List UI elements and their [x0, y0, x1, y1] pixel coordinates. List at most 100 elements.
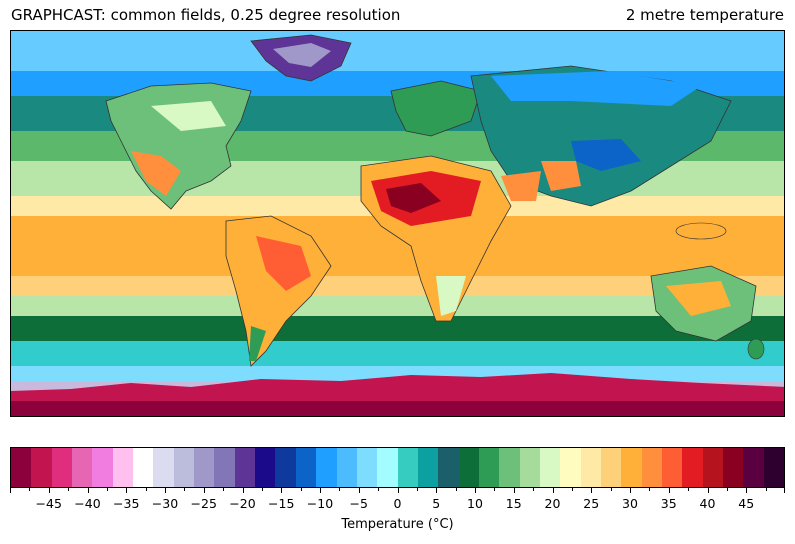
- colorbar-tick: [494, 488, 496, 491]
- new-zealand: [747, 338, 765, 360]
- colorbar-tick: [29, 488, 31, 491]
- colorbar-tick: [126, 488, 128, 493]
- colorbar-cell: [92, 448, 113, 487]
- colorbar-tick: [416, 488, 418, 491]
- antarctica-interior: [11, 401, 784, 416]
- colorbar-cell: [194, 448, 215, 487]
- colorbar-tick-label: −30: [151, 496, 179, 511]
- australia-interior: [666, 281, 731, 316]
- band-arctic-ocean: [11, 31, 784, 71]
- colorbar-tick: [688, 488, 690, 491]
- colorbar-cell: [641, 448, 662, 487]
- colorbar-cell: [519, 448, 540, 487]
- colorbar-tick: [475, 488, 476, 493]
- colorbar-cell: [234, 448, 256, 487]
- colorbar: [10, 447, 785, 488]
- colorbar-cell: [600, 448, 622, 487]
- colorbar-tick-label: −25: [190, 496, 217, 511]
- colorbar-cell: [723, 448, 744, 487]
- colorbar-cell: [377, 448, 398, 487]
- colorbar-tick: [746, 488, 748, 493]
- colorbar-cell: [682, 448, 703, 487]
- colorbar-tick: [203, 488, 205, 493]
- colorbar-tick: [765, 488, 767, 491]
- colorbar-cell: [133, 448, 154, 487]
- colorbar-cell: [397, 448, 418, 487]
- colorbar-tick-label: 10: [467, 496, 483, 511]
- temperature-map: [10, 30, 785, 417]
- colorbar-tick-label: 45: [738, 496, 755, 511]
- colorbar-cell: [662, 448, 683, 487]
- colorbar-tick-label: −5: [349, 496, 368, 511]
- colorbar-tick: [513, 488, 515, 493]
- colorbar-tick: [300, 488, 302, 491]
- colorbar-tick: [106, 488, 108, 491]
- colorbar-cell: [173, 448, 195, 487]
- europe: [390, 80, 482, 137]
- colorbar-tick-label: −35: [113, 496, 140, 511]
- colorbar-tick: [668, 488, 670, 493]
- north-america-plains: [151, 101, 226, 131]
- colorbar-tick: [649, 488, 651, 491]
- colorbar-tick-label: −15: [268, 496, 295, 511]
- colorbar-cell: [214, 448, 235, 487]
- colorbar-tick: [610, 488, 612, 491]
- colorbar-cell: [539, 448, 561, 487]
- colorbar-tick: [339, 488, 341, 491]
- colorbar-cell: [72, 448, 93, 487]
- colorbar-cell: [417, 448, 439, 487]
- colorbar-tick: [223, 488, 225, 491]
- colorbar-tick: [281, 488, 283, 493]
- colorbar-cell: [275, 448, 296, 487]
- colorbar-cell: [763, 448, 784, 487]
- colorbar-tick: [48, 488, 50, 493]
- south-africa: [436, 276, 466, 316]
- band-south-subtropics-warm: [11, 276, 784, 296]
- colorbar-tick: [10, 488, 11, 493]
- colorbar-cell: [580, 448, 601, 487]
- indonesia: [675, 222, 727, 240]
- colorbar-label: Temperature (°C): [341, 517, 454, 532]
- colorbar-tick: [630, 488, 631, 493]
- colorbar-tick: [165, 488, 166, 493]
- colorbar-tick: [242, 488, 244, 493]
- colorbar-tick-label: −10: [306, 496, 334, 511]
- colorbar-tick-label: 0: [393, 496, 402, 511]
- colorbar-tick: [784, 488, 785, 493]
- india-north: [541, 161, 581, 191]
- colorbar-tick: [726, 488, 728, 491]
- colorbar-tick-label: 15: [505, 496, 522, 511]
- colorbar-cell: [743, 448, 764, 487]
- colorbar-tick: [571, 488, 573, 491]
- colorbar-tick-label: 30: [622, 496, 638, 511]
- arabia: [501, 171, 541, 201]
- colorbar-tick-label: 35: [660, 496, 677, 511]
- map-svg: [11, 31, 784, 416]
- colorbar-tick: [145, 488, 147, 491]
- colorbar-cell: [621, 448, 642, 487]
- colorbar-tick: [378, 488, 380, 491]
- colorbar-cell: [499, 448, 520, 487]
- colorbar-cell: [336, 448, 357, 487]
- colorbar-tick: [261, 488, 263, 491]
- colorbar-tick-label: 40: [699, 496, 716, 511]
- colorbar-cell: [458, 448, 479, 487]
- colorbar-tick-label: 25: [583, 496, 600, 511]
- colorbar-tick-label: −45: [35, 496, 62, 511]
- north-america-hot-southwest: [131, 151, 181, 196]
- colorbar-cell: [11, 448, 32, 487]
- colorbar-tick-label: 20: [544, 496, 561, 511]
- colorbar-tick: [707, 488, 709, 493]
- colorbar-tick: [320, 488, 321, 493]
- colorbar-tick: [358, 488, 360, 493]
- colorbar-cell: [112, 448, 134, 487]
- colorbar-tick: [591, 488, 593, 493]
- colorbar-cell: [356, 448, 378, 487]
- colorbar-cell: [478, 448, 500, 487]
- colorbar-ticks: −45 −40 −35 −30 −25 −20 −15 −10 −5 0 5 10 15 20 25 30 35…: [10, 488, 785, 514]
- colorbar-tick-label: −20: [229, 496, 256, 511]
- colorbar-tick-label: −40: [74, 496, 101, 511]
- figure-title: GRAPHCAST: common fields, 0.25 degree re…: [11, 6, 401, 24]
- band-south-subtropics: [11, 296, 784, 316]
- colorbar-cell: [702, 448, 724, 487]
